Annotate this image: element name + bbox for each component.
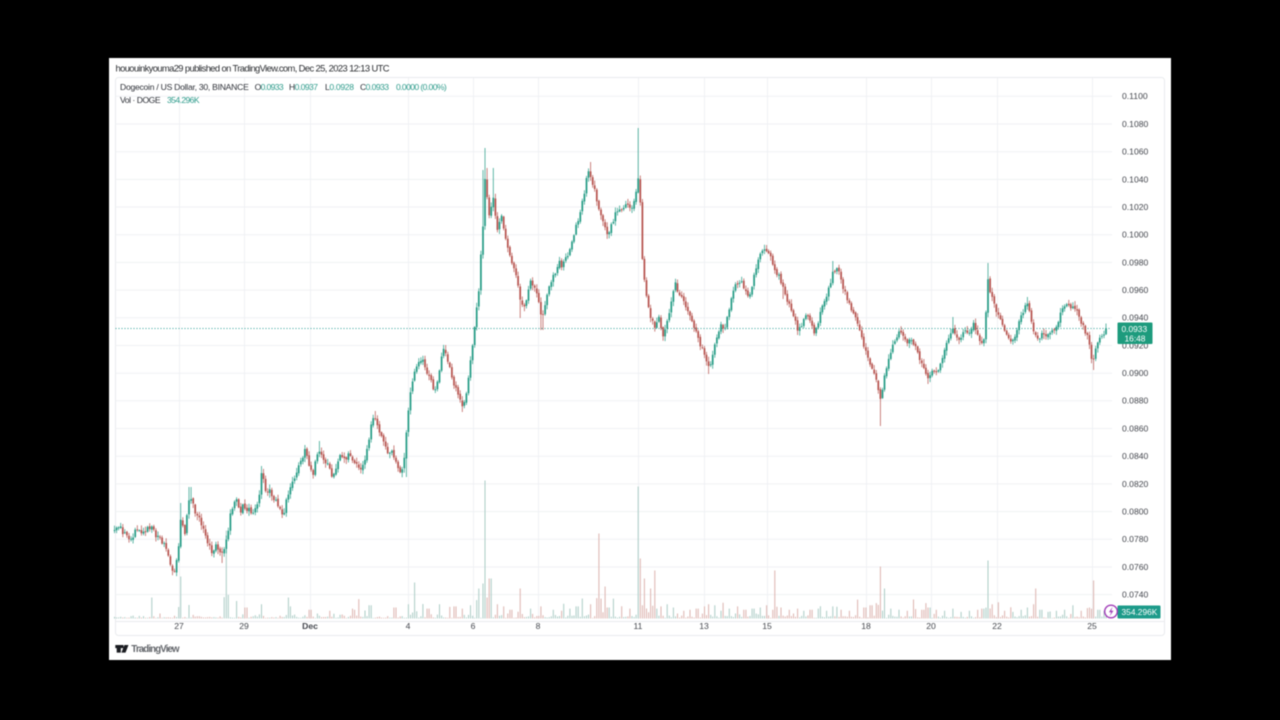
svg-text:0.0000 (0.00%): 0.0000 (0.00%) <box>396 82 447 92</box>
svg-text:Dogecoin / US Dollar, 30, BINA: Dogecoin / US Dollar, 30, BINANCE <box>120 82 249 92</box>
svg-text:29: 29 <box>239 621 249 631</box>
svg-text:354.296K: 354.296K <box>167 95 200 105</box>
svg-text:0.1000: 0.1000 <box>1122 230 1149 240</box>
svg-text:Dec: Dec <box>302 621 318 631</box>
svg-text:0.0940: 0.0940 <box>1122 313 1149 323</box>
svg-text:11: 11 <box>634 621 643 631</box>
svg-text:18: 18 <box>861 621 871 631</box>
svg-text:16:48: 16:48 <box>1125 333 1146 343</box>
svg-text:C0.0933: C0.0933 <box>360 82 389 92</box>
svg-text:8: 8 <box>536 621 541 631</box>
svg-text:0.0920: 0.0920 <box>1122 340 1149 350</box>
svg-text:Vol · DOGE: Vol · DOGE <box>120 95 161 105</box>
svg-text:6: 6 <box>471 621 476 631</box>
svg-text:27: 27 <box>174 621 184 631</box>
svg-text:H0.0937: H0.0937 <box>289 82 318 92</box>
svg-text:0.1020: 0.1020 <box>1122 202 1149 212</box>
svg-text:0.0880: 0.0880 <box>1122 396 1149 406</box>
svg-text:0.1060: 0.1060 <box>1122 147 1149 157</box>
svg-text:4: 4 <box>406 621 411 631</box>
svg-text:0.0760: 0.0760 <box>1122 562 1149 572</box>
svg-text:TradingView: TradingView <box>131 644 180 655</box>
svg-text:20: 20 <box>926 621 936 631</box>
svg-text:0.0840: 0.0840 <box>1122 451 1149 461</box>
svg-text:25: 25 <box>1087 621 1097 631</box>
svg-text:O0.0933: O0.0933 <box>255 82 284 92</box>
svg-text:hououinkyouma29 published on T: hououinkyouma29 published on TradingView… <box>116 63 390 74</box>
svg-text:13: 13 <box>699 621 709 631</box>
svg-text:0.0780: 0.0780 <box>1122 534 1149 544</box>
svg-text:0.0740: 0.0740 <box>1122 590 1149 600</box>
svg-text:0.0900: 0.0900 <box>1122 368 1149 378</box>
svg-text:0.0980: 0.0980 <box>1122 257 1149 267</box>
svg-text:0.0820: 0.0820 <box>1122 479 1149 489</box>
svg-text:0.0933: 0.0933 <box>1122 324 1148 334</box>
svg-text:0.1040: 0.1040 <box>1122 174 1149 184</box>
svg-text:22: 22 <box>992 621 1002 631</box>
svg-text:L0.0928: L0.0928 <box>325 82 354 92</box>
svg-text:0.0860: 0.0860 <box>1122 423 1149 433</box>
svg-text:0.1080: 0.1080 <box>1122 119 1149 129</box>
svg-text:0.1100: 0.1100 <box>1122 91 1148 101</box>
svg-text:0.0960: 0.0960 <box>1122 285 1149 295</box>
svg-text:354.296K: 354.296K <box>1122 607 1158 617</box>
svg-text:0.0800: 0.0800 <box>1122 507 1149 517</box>
svg-text:15: 15 <box>762 621 772 631</box>
